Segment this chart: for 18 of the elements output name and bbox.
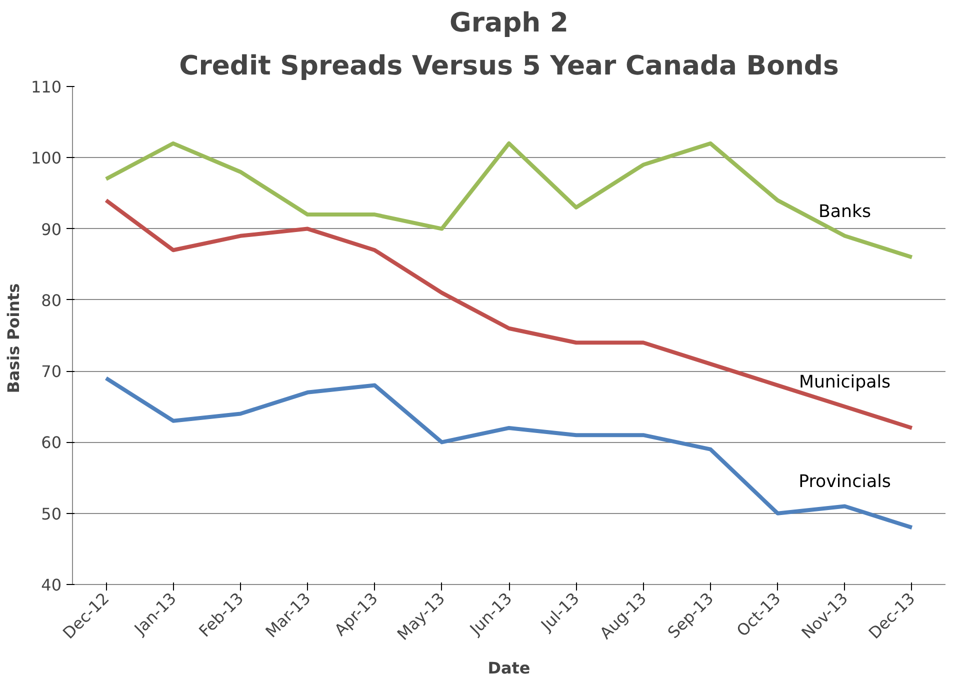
y-tick-label: 110	[30, 78, 62, 96]
series-label: Banks	[818, 202, 872, 222]
chart-title: Graph 2	[450, 8, 568, 38]
y-tick-label: 40	[41, 576, 62, 594]
y-tick-label: 60	[41, 433, 62, 452]
series-label: Municipals	[799, 372, 891, 393]
y-tick-label: 80	[41, 290, 62, 310]
y-tick-label: 70	[41, 362, 62, 382]
chart-subtitle: Credit Spreads Versus 5 Year Canada Bonds	[179, 50, 839, 82]
y-tick-label: 100	[30, 148, 62, 168]
line-series	[104, 141, 914, 260]
y-tick-label: 50	[41, 504, 62, 524]
series-label: Provincials	[798, 472, 891, 492]
line-series	[104, 376, 914, 530]
line-series	[104, 198, 914, 430]
y-axis-title: Basis Points	[4, 283, 23, 394]
y-tick-label: 90	[41, 220, 62, 239]
x-axis-title: Date	[488, 658, 530, 678]
